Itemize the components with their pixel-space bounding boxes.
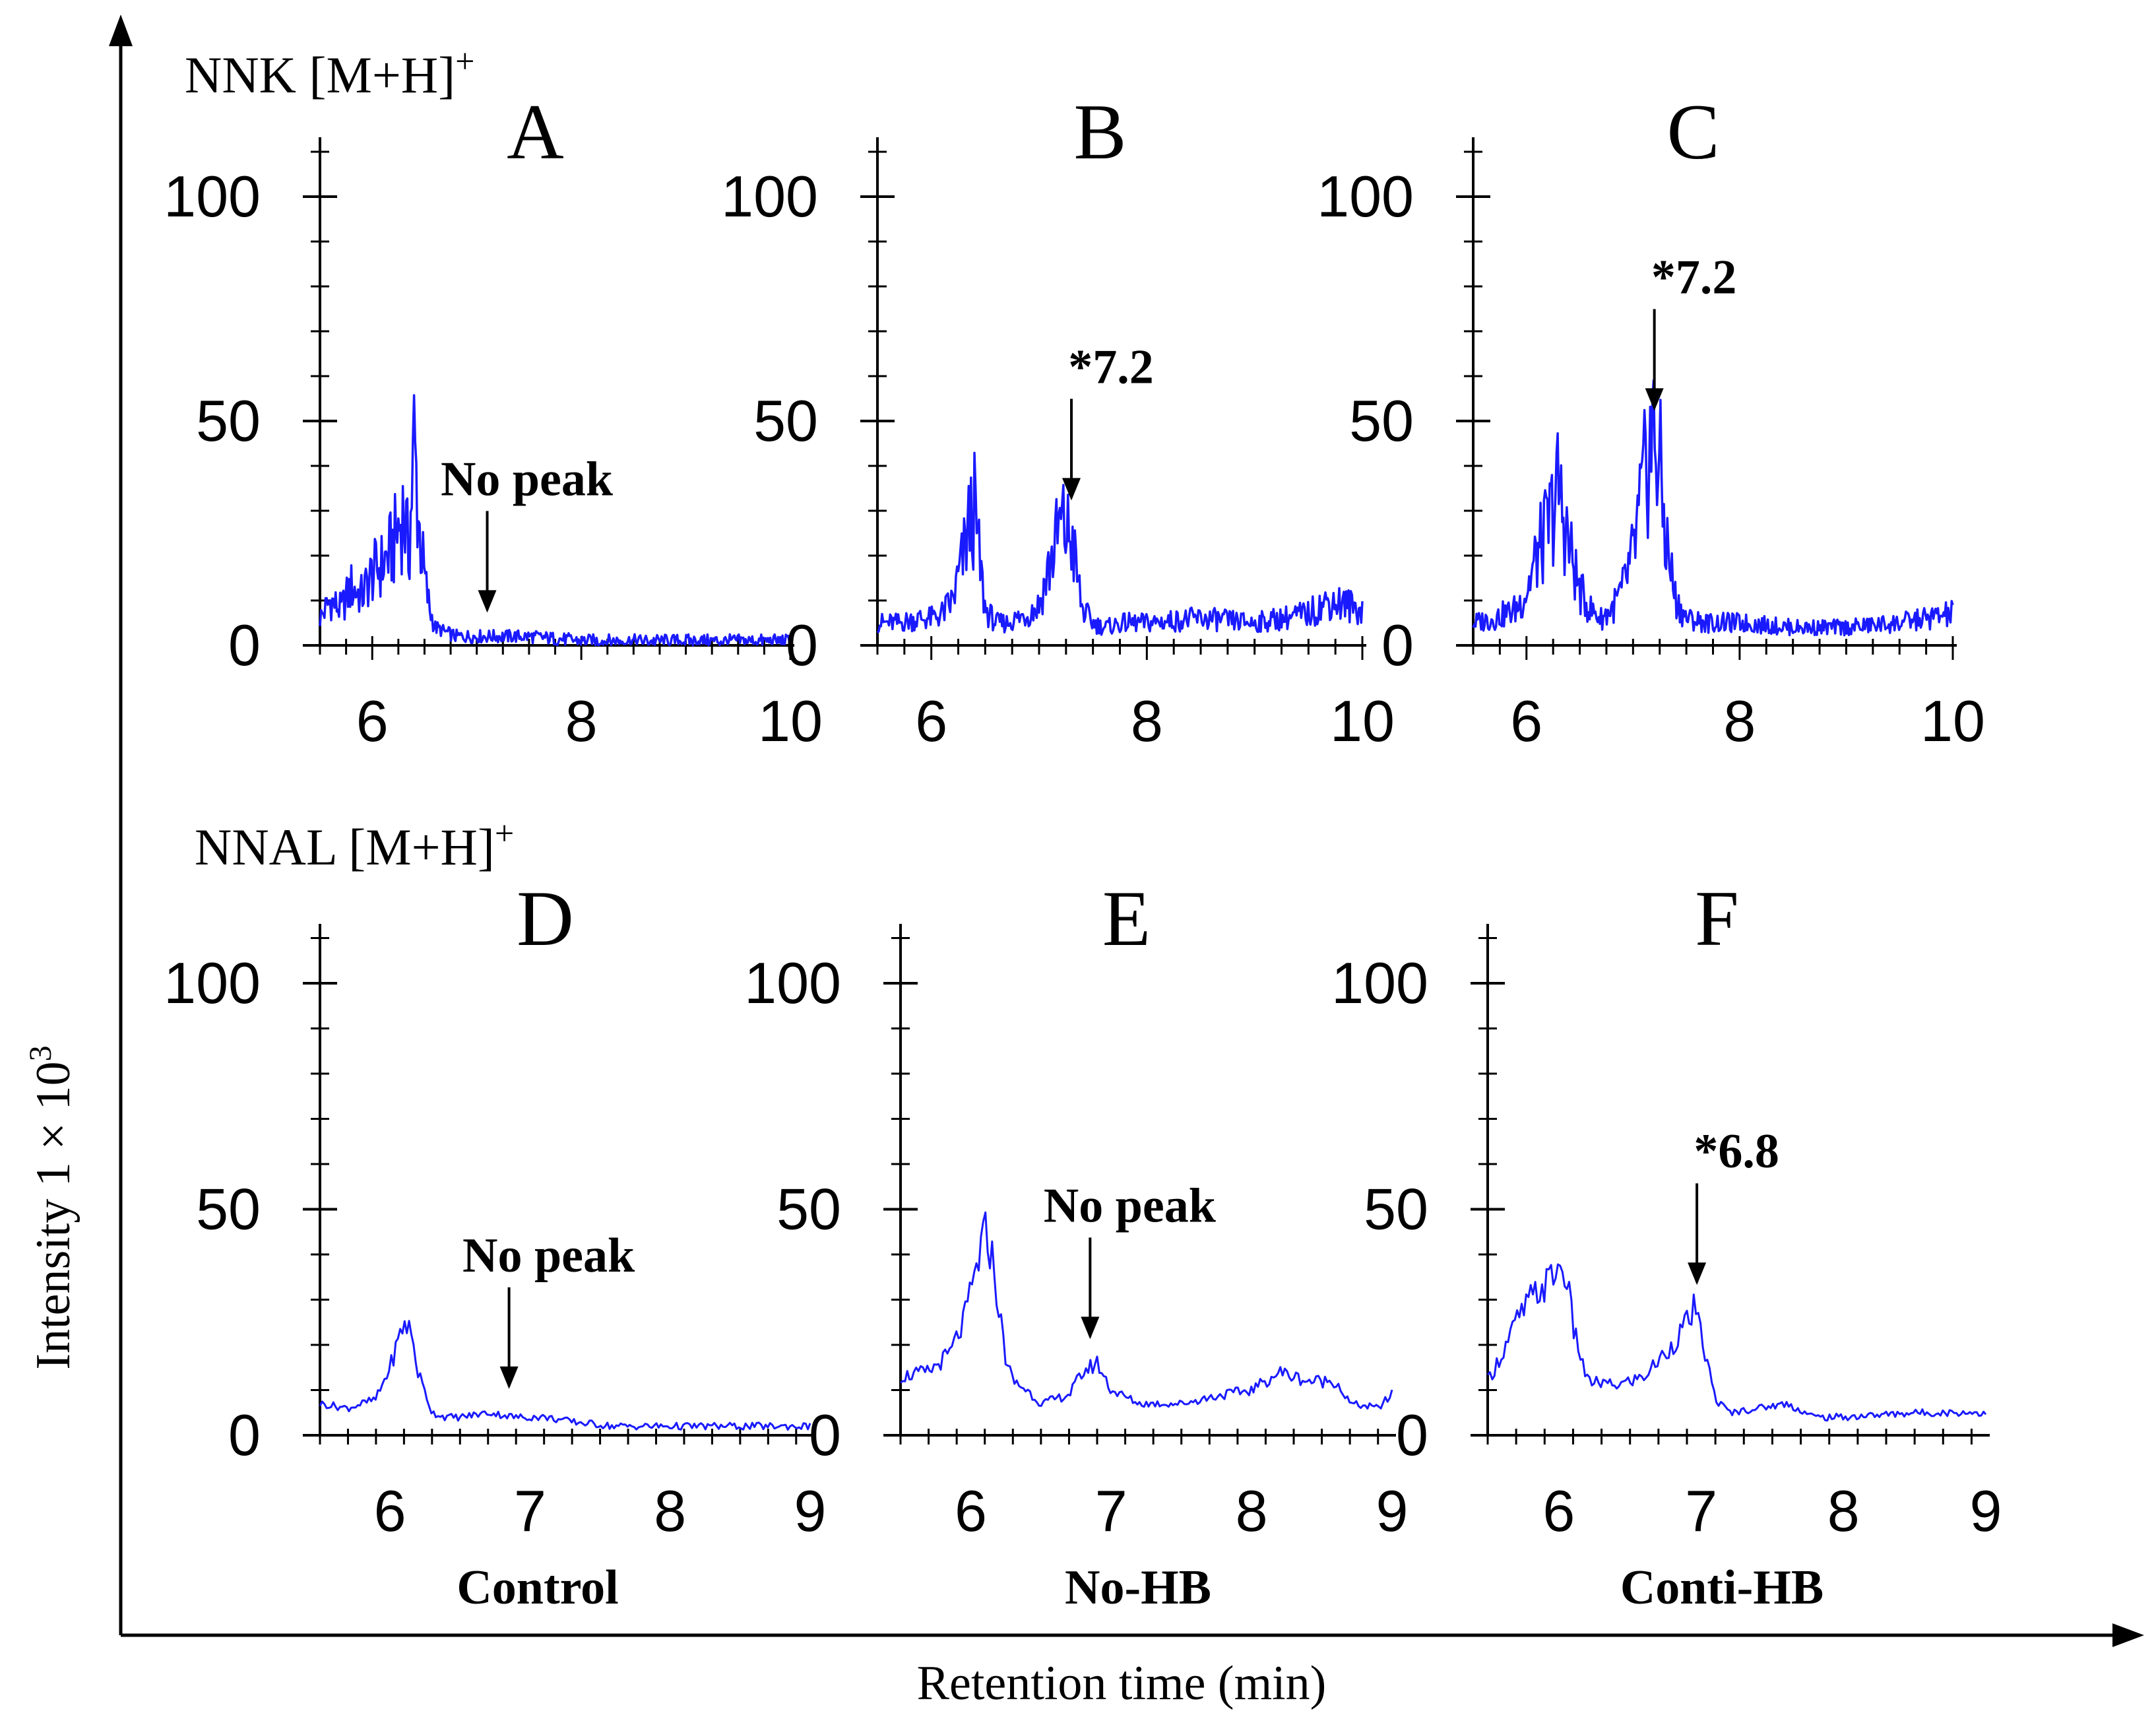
panel-C-letter: C — [1666, 88, 1719, 176]
panel-F-annotation-arrowhead — [1688, 1262, 1707, 1285]
panel-C-x-tick-label: 10 — [1920, 688, 1985, 754]
panel-A-annotation-label: No peak — [441, 452, 614, 506]
panel-F-x-tick-label: 6 — [1542, 1478, 1575, 1543]
panel-D-annotation-label: No peak — [462, 1229, 635, 1283]
outer-x-axis-label: Retention time (min) — [917, 1656, 1327, 1710]
panel-E-y-tick-label: 50 — [777, 1177, 841, 1242]
panel-C-y-tick-label: 100 — [1317, 164, 1414, 229]
panel-E-letter: E — [1102, 874, 1151, 962]
row-title-nnk-sup: + — [455, 43, 474, 81]
panel-E-trace — [900, 1211, 1393, 1410]
panel-d: 0 50 100 6 7 8 9 D No peak — [164, 874, 826, 1543]
panel-E-x-tick-label: 6 — [955, 1478, 987, 1543]
row-title-nnal-sup: + — [495, 815, 514, 853]
panel-b: 0 50 100 6 8 10 B *7.2 — [721, 88, 1395, 754]
panel-E-y-tick-label: 0 — [809, 1402, 841, 1468]
panel-B-x-tick-label: 6 — [915, 688, 947, 754]
panel-A-y-tick-label: 50 — [196, 388, 261, 453]
panel-A-x-tick-label: 8 — [565, 688, 598, 754]
panel-C-x-tick-label: 8 — [1723, 688, 1756, 754]
panel-E-y-tick-label: 100 — [744, 950, 841, 1016]
panel-F-letter: F — [1695, 874, 1739, 962]
panel-F-y-tick-label: 0 — [1396, 1402, 1428, 1468]
panel-D-x-tick-label: 8 — [654, 1478, 686, 1543]
panel-C-trace — [1472, 379, 1954, 637]
panel-D-annotation-arrowhead — [499, 1366, 519, 1389]
panel-B-letter: B — [1073, 88, 1126, 176]
panel-A-trace — [319, 394, 792, 647]
row-title-nnal: NNAL [M+H]+ — [195, 815, 514, 876]
panel-a: 0 50 100 6 8 10 A No peak — [164, 88, 823, 754]
panel-B-annotation-label: *7.2 — [1068, 340, 1154, 394]
group-label-control: Control — [457, 1561, 618, 1615]
panel-B-y-tick-label: 50 — [753, 388, 818, 453]
row-title-nnk-main: NNK [M+H] — [185, 46, 455, 104]
outer-y-axis-arrowhead — [109, 15, 133, 46]
panel-D-x-tick-label: 6 — [374, 1478, 406, 1543]
panel-D-letter: D — [517, 874, 574, 962]
panel-e: 0 50 100 6 7 8 9 E No peak — [744, 874, 1408, 1543]
panel-F-annotation-label: *6.8 — [1694, 1124, 1779, 1179]
panel-f: 0 50 100 6 7 8 9 F *6.8 — [1331, 874, 2002, 1543]
panel-F-x-tick-label: 9 — [1970, 1478, 2002, 1543]
panel-C-y-tick-label: 0 — [1381, 612, 1414, 678]
panel-F-x-tick-label: 7 — [1685, 1478, 1717, 1543]
outer-x-axis-arrowhead — [2112, 1623, 2144, 1647]
panel-B-x-tick-label: 10 — [1330, 688, 1395, 754]
panel-D-x-tick-label: 9 — [794, 1478, 827, 1543]
panel-E-x-tick-label: 7 — [1095, 1478, 1127, 1543]
panel-C-y-tick-label: 50 — [1349, 388, 1414, 453]
outer-y-axis-label-main: Intensity 1 × 10 — [26, 1061, 80, 1369]
panel-E-annotation-label: No peak — [1044, 1179, 1217, 1233]
panel-E-x-tick-label: 8 — [1236, 1478, 1268, 1543]
panel-F-y-tick-label: 50 — [1364, 1177, 1428, 1242]
panel-D-y-tick-label: 100 — [164, 950, 261, 1016]
panel-D-x-tick-label: 7 — [514, 1478, 546, 1543]
panel-B-trace — [876, 451, 1364, 636]
panel-D-y-tick-label: 50 — [196, 1177, 261, 1242]
panel-B-annotation-arrowhead — [1062, 478, 1081, 501]
panel-E-x-tick-label: 9 — [1376, 1478, 1409, 1543]
panel-F-x-tick-label: 8 — [1827, 1478, 1860, 1543]
group-label-no-hb: No-HB — [1065, 1561, 1211, 1615]
panel-A-y-tick-label: 0 — [228, 612, 261, 678]
panel-B-y-tick-label: 100 — [721, 164, 818, 229]
row-title-nnal-main: NNAL [M+H] — [195, 818, 495, 876]
panel-D-trace — [319, 1320, 811, 1431]
panel-F-trace — [1486, 1263, 1987, 1422]
outer-y-axis-label: Intensity 1 × 103 — [23, 1045, 80, 1369]
panel-B-y-tick-label: 0 — [786, 612, 818, 678]
panel-C-annotation-arrowhead — [1645, 388, 1664, 411]
panel-A-letter: A — [507, 88, 564, 176]
panel-c: 0 50 100 6 8 10 C *7.2 — [1317, 88, 1985, 754]
panel-A-y-tick-label: 100 — [164, 164, 261, 229]
panel-B-x-tick-label: 8 — [1131, 688, 1163, 754]
panel-C-x-tick-label: 6 — [1510, 688, 1542, 754]
group-label-conti-hb: Conti-HB — [1620, 1561, 1823, 1615]
row-title-nnk: NNK [M+H]+ — [185, 43, 474, 104]
panel-A-annotation-arrowhead — [478, 590, 497, 613]
panel-A-x-tick-label: 10 — [758, 688, 823, 754]
panel-D-y-tick-label: 0 — [228, 1402, 261, 1468]
panel-E-annotation-arrowhead — [1081, 1316, 1100, 1340]
panel-C-annotation-label: *7.2 — [1651, 250, 1737, 304]
panel-A-x-tick-label: 6 — [356, 688, 389, 754]
panel-F-y-tick-label: 100 — [1331, 950, 1428, 1016]
outer-y-axis-label-sup: 3 — [23, 1045, 58, 1061]
